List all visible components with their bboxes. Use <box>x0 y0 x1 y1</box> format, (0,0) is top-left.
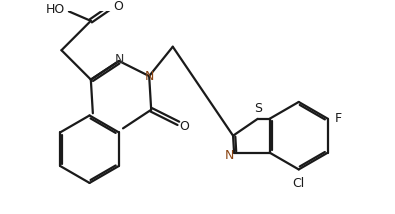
Text: O: O <box>113 0 123 13</box>
Text: Cl: Cl <box>293 177 305 190</box>
Text: F: F <box>335 112 342 125</box>
Text: S: S <box>254 102 262 115</box>
Text: O: O <box>179 120 189 132</box>
Text: N: N <box>114 53 124 66</box>
Text: N: N <box>145 70 154 83</box>
Text: HO: HO <box>45 3 65 16</box>
Text: N: N <box>224 149 234 162</box>
